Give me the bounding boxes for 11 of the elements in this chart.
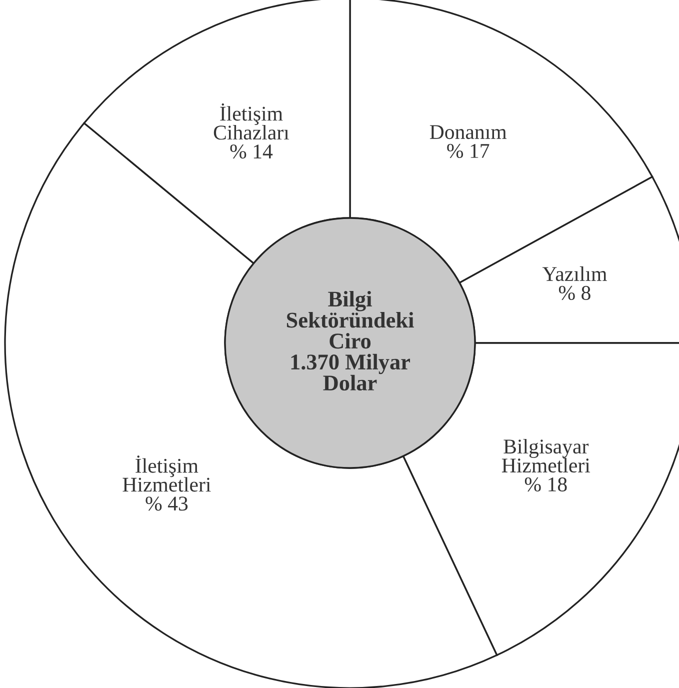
data-label: % 14 — [230, 144, 273, 159]
slice-label: İletişim Cihazları — [214, 103, 289, 140]
slice-label: Donanım — [430, 125, 507, 140]
data-label: % 43 — [146, 496, 188, 511]
slice-label: Bilgisayar Hizmetleri — [502, 438, 590, 473]
text: Bilgi Sektöründeki Ciro 1.370 Milyar Dolar — [286, 290, 414, 391]
data-label: % 18 — [524, 477, 567, 492]
data-label: % 17 — [447, 144, 490, 158]
slice-label: Yazılım — [542, 266, 607, 282]
slice-label: İletişim Hizmetleri — [122, 456, 211, 492]
data-label: % 8 — [558, 286, 590, 300]
